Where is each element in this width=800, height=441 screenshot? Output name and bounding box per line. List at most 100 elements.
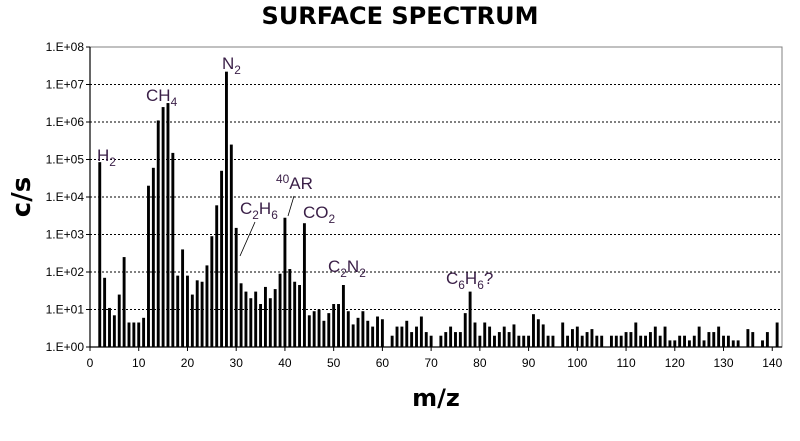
bar: [493, 335, 496, 347]
bar: [103, 277, 107, 347]
bar: [653, 326, 657, 347]
bar: [190, 294, 194, 347]
bar: [712, 332, 716, 347]
peak-label: C2​N2​: [328, 257, 366, 280]
bar: [663, 326, 667, 347]
bar: [473, 322, 477, 347]
bar: [254, 291, 258, 347]
bar: [488, 326, 492, 347]
bar: [132, 322, 136, 347]
x-tick-label: 100: [567, 356, 587, 370]
x-tick-label: 10: [132, 356, 146, 370]
bar: [390, 335, 394, 347]
bar: [186, 275, 189, 347]
bar: [536, 319, 540, 347]
bar: [156, 120, 160, 347]
bar: [751, 332, 755, 347]
bar: [483, 322, 487, 347]
bar: [273, 289, 277, 347]
bar: [439, 335, 443, 347]
bar: [497, 332, 501, 347]
x-tick-label: 50: [327, 356, 341, 370]
leader-line: [287, 195, 295, 217]
bar: [220, 170, 224, 347]
bar: [590, 329, 594, 347]
bar: [122, 257, 126, 347]
bar: [225, 71, 228, 347]
bar: [380, 319, 384, 347]
bar: [775, 322, 779, 347]
y-tick-label: 1.E+03: [46, 228, 85, 242]
bar: [541, 324, 545, 347]
bar: [210, 236, 214, 347]
bar: [639, 335, 643, 347]
bar: [687, 340, 691, 347]
bar: [376, 316, 379, 347]
bar: [288, 269, 292, 347]
bar: [166, 103, 170, 347]
bar: [259, 304, 263, 347]
bar: [619, 335, 623, 347]
x-tick-label: 30: [230, 356, 244, 370]
bar: [673, 340, 677, 347]
bar: [424, 332, 428, 347]
bar: [648, 332, 652, 347]
bar: [454, 332, 457, 347]
x-tick-label: 140: [762, 356, 782, 370]
bar: [507, 332, 511, 347]
bar: [205, 265, 209, 347]
axes: 1.E+00 1.E+01 1.E+02 1.E+03 1.E+04 1.E+05 1.E+…: [46, 40, 783, 370]
bar: [234, 227, 238, 347]
bar: [298, 285, 301, 347]
bar: [361, 311, 365, 347]
peak-annotations: H2​ CH4​ N2​ 40​AR C2​H6​ CO2​ C2​N2​ C6​H6​?: [97, 54, 493, 292]
bar: [327, 313, 331, 347]
bar: [127, 322, 131, 347]
y-tick-label: 1.E+06: [46, 115, 85, 129]
bar: [322, 320, 326, 347]
y-tick-label: 1.E+07: [46, 78, 85, 92]
bar: [410, 332, 414, 347]
bar: [307, 315, 311, 347]
bar: [137, 322, 141, 347]
y-tick-label: 1.E+08: [46, 40, 85, 54]
x-tick-label: 0: [87, 356, 94, 370]
peak-label: CO2​: [303, 203, 336, 226]
bar: [478, 335, 482, 347]
peak-label: H2​: [97, 146, 116, 169]
bar: [419, 316, 423, 347]
bar: [571, 329, 574, 347]
bar: [371, 326, 375, 347]
leader-line: [239, 221, 256, 257]
bar: [717, 326, 721, 347]
bar: [366, 320, 370, 347]
peak-label: C6​H6​?: [446, 269, 493, 292]
bar: [249, 298, 253, 347]
x-tick-label: 20: [181, 356, 195, 370]
bar: [468, 291, 472, 347]
bar: [147, 185, 150, 347]
bar: [600, 335, 604, 347]
x-tick-label: 80: [473, 356, 487, 370]
bar: [532, 314, 535, 347]
bar: [142, 317, 146, 347]
bar: [176, 275, 180, 347]
bar: [580, 335, 584, 347]
bar: [444, 332, 448, 347]
bar: [722, 335, 725, 347]
bar: [502, 326, 506, 347]
bar: [263, 286, 267, 347]
bar: [332, 304, 336, 347]
bar: [614, 335, 618, 347]
peak-label: N2​: [222, 54, 241, 77]
bar: [629, 332, 633, 347]
bar: [268, 298, 272, 347]
peak-label: C2​H6​: [240, 199, 278, 222]
bar: [575, 326, 579, 347]
bar: [609, 335, 613, 347]
bar: [215, 205, 219, 347]
y-tick-label: 1.E+02: [46, 265, 85, 279]
bar-series: [98, 71, 779, 348]
x-axis-title: m/z: [412, 384, 460, 412]
y-axis-title: c/s: [7, 177, 37, 217]
